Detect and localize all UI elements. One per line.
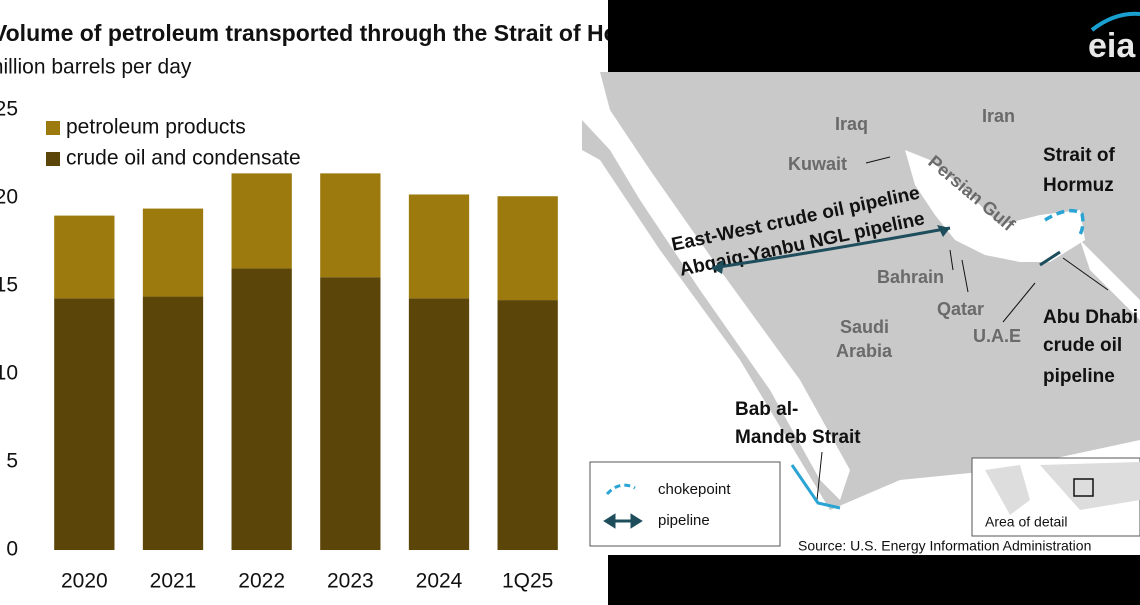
callout: Bab al- [735,399,798,420]
x-tick-label: 2022 [238,570,285,593]
y-tick-label: 15 [0,274,18,297]
bar-segment [142,208,204,297]
bar-segment [231,173,292,269]
red-sea [582,72,850,500]
legend-label: petroleum products [66,116,246,139]
map-label: Iraq [835,114,868,134]
callout: Strait of [1043,145,1115,166]
x-tick-label: 1Q25 [502,570,553,593]
black-band [608,555,1140,605]
pipeline-arrow [711,226,951,270]
leader [1062,257,1109,291]
leader [961,259,969,293]
bar-segment [54,298,115,550]
inset-land [985,462,1140,515]
callout: Mandeb Strait [735,427,861,448]
bar-segment [320,277,381,550]
bar-segment [320,173,381,278]
y-tick-label: 5 [6,450,18,473]
map-label: Qatar [937,299,984,319]
inset-label: Area of detail [985,514,1068,530]
legend-pipeline [603,513,643,529]
chokepoint-mark [1044,208,1085,240]
y-tick-label: 20 [0,186,18,209]
bar-segment [54,215,115,299]
leader [1002,282,1036,323]
x-tick-label: 2021 [150,570,197,593]
chart-title: Volume of petroleum transported through … [0,20,673,46]
leader [816,451,823,501]
callout: crude oil [1043,335,1122,356]
map-label: Iran [982,106,1015,126]
bar-segment [408,194,470,299]
callout: Abu Dhabi [1043,307,1138,328]
pipeline-arrow [1039,250,1061,267]
logo-swoosh [1090,11,1140,32]
legend-swatch [46,121,60,135]
map-legend [589,461,781,547]
legend-swatch [46,152,60,166]
source: Source: U.S. Energy Information Administ… [798,538,1091,554]
map-label: Bahrain [877,267,944,287]
legend-label: chokepoint [658,481,731,498]
logo: eia [1088,27,1136,65]
chart: Volume of petroleum transported through … [0,20,673,592]
map-label: Saudi [840,317,889,337]
bar-segment [497,196,558,301]
bar-segment [142,296,204,550]
bar-segment [231,268,292,550]
inset-box [1073,478,1094,497]
x-tick-label: 2024 [416,570,463,593]
persian-gulf [905,150,1085,262]
callout: pipeline [1043,366,1115,387]
leader [949,249,954,271]
x-tick-label: 2020 [61,570,108,593]
x-tick-label: 2023 [327,570,374,593]
bar-segment [497,300,558,550]
y-tick-label: 10 [0,362,18,385]
y-tick-label: 0 [6,538,18,561]
chokepoint-mark [790,464,841,510]
map: Iraq Iran Kuwait Persian Gulf Bahrain Qa… [582,72,1140,555]
chart-subtitle: million barrels per day [0,56,192,79]
map-label: Arabia [836,341,893,361]
leader [865,156,891,164]
callout: Hormuz [1043,175,1114,196]
y-tick-label: 25 [0,98,18,121]
legend-label: crude oil and condensate [66,147,301,170]
bar-segment [408,298,470,550]
map-label: Kuwait [788,154,847,174]
map-label: U.A.E [973,326,1021,346]
black-band [608,0,1140,72]
legend-label: pipeline [658,512,710,529]
legend-chokepoint [605,483,636,496]
gulf-of-oman [1080,240,1140,320]
sea [582,72,1140,555]
